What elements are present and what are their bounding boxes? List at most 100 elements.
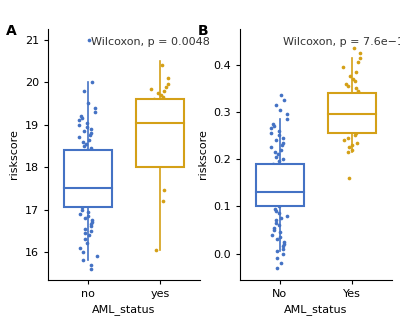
Point <box>164 75 171 81</box>
Point <box>80 139 86 144</box>
Bar <box>64 150 112 207</box>
Point <box>160 143 166 149</box>
Point <box>86 177 92 182</box>
Point <box>82 158 89 163</box>
Point <box>76 118 82 123</box>
Point <box>80 188 87 193</box>
Y-axis label: riskscore: riskscore <box>198 129 208 179</box>
Point <box>83 141 90 146</box>
Point <box>88 175 94 180</box>
Point <box>88 266 94 271</box>
Point <box>286 178 292 183</box>
Point <box>81 237 88 242</box>
Point <box>86 137 92 142</box>
Point <box>84 192 90 197</box>
Point <box>90 152 96 157</box>
Point <box>162 114 168 119</box>
Point <box>163 145 170 150</box>
Point <box>354 88 361 93</box>
Point <box>80 258 86 263</box>
Point <box>162 139 168 144</box>
Point <box>91 194 98 200</box>
Point <box>92 167 98 172</box>
Point <box>352 131 359 136</box>
Point <box>276 128 282 133</box>
Point <box>160 188 167 193</box>
Point <box>148 109 155 114</box>
Point <box>268 126 274 131</box>
Point <box>81 190 87 195</box>
Point <box>354 140 360 145</box>
Point <box>356 50 363 56</box>
Point <box>344 150 351 155</box>
Point <box>354 116 360 122</box>
Point <box>86 37 92 43</box>
Point <box>88 145 95 150</box>
Point <box>349 142 355 148</box>
X-axis label: AML_status: AML_status <box>92 304 156 315</box>
Point <box>270 121 276 126</box>
Point <box>272 206 279 211</box>
Point <box>276 223 282 228</box>
Point <box>157 92 164 98</box>
Point <box>284 112 290 117</box>
Point <box>272 154 279 159</box>
Point <box>150 111 156 117</box>
Point <box>274 249 281 254</box>
Point <box>268 131 274 136</box>
Point <box>342 98 348 103</box>
Point <box>164 131 170 136</box>
Point <box>282 166 288 171</box>
Point <box>83 184 89 189</box>
Point <box>277 107 283 112</box>
Point <box>275 152 282 157</box>
Point <box>278 93 284 98</box>
Point <box>276 204 282 209</box>
Point <box>88 164 94 170</box>
Point <box>273 208 279 214</box>
Point <box>88 131 94 136</box>
Point <box>153 247 159 253</box>
Point <box>350 112 356 117</box>
Point <box>163 84 169 89</box>
Point <box>356 107 362 112</box>
Point <box>280 192 286 197</box>
Point <box>278 215 285 221</box>
Point <box>162 107 168 112</box>
Point <box>285 176 291 181</box>
Point <box>152 118 158 123</box>
Point <box>277 230 283 235</box>
Point <box>81 88 87 93</box>
Point <box>89 220 96 225</box>
Point <box>278 260 284 266</box>
Point <box>268 145 274 150</box>
Point <box>80 181 86 187</box>
Point <box>278 194 284 200</box>
Point <box>281 241 288 247</box>
Point <box>346 176 352 181</box>
Point <box>276 133 282 138</box>
Point <box>92 105 98 110</box>
Point <box>276 234 283 240</box>
Point <box>80 143 87 149</box>
Point <box>153 99 159 104</box>
Point <box>274 256 280 261</box>
Point <box>269 189 275 195</box>
Point <box>158 135 164 140</box>
Point <box>280 157 287 162</box>
Point <box>274 197 280 202</box>
Point <box>351 46 357 51</box>
Point <box>88 222 95 227</box>
Point <box>82 230 88 235</box>
Point <box>84 124 90 129</box>
Point <box>77 173 83 178</box>
Point <box>86 150 92 155</box>
Point <box>340 64 347 70</box>
Point <box>283 185 290 190</box>
Point <box>78 149 84 154</box>
Point <box>80 249 86 254</box>
Point <box>84 213 91 218</box>
Point <box>155 90 161 96</box>
Point <box>160 88 167 93</box>
Point <box>94 162 100 168</box>
